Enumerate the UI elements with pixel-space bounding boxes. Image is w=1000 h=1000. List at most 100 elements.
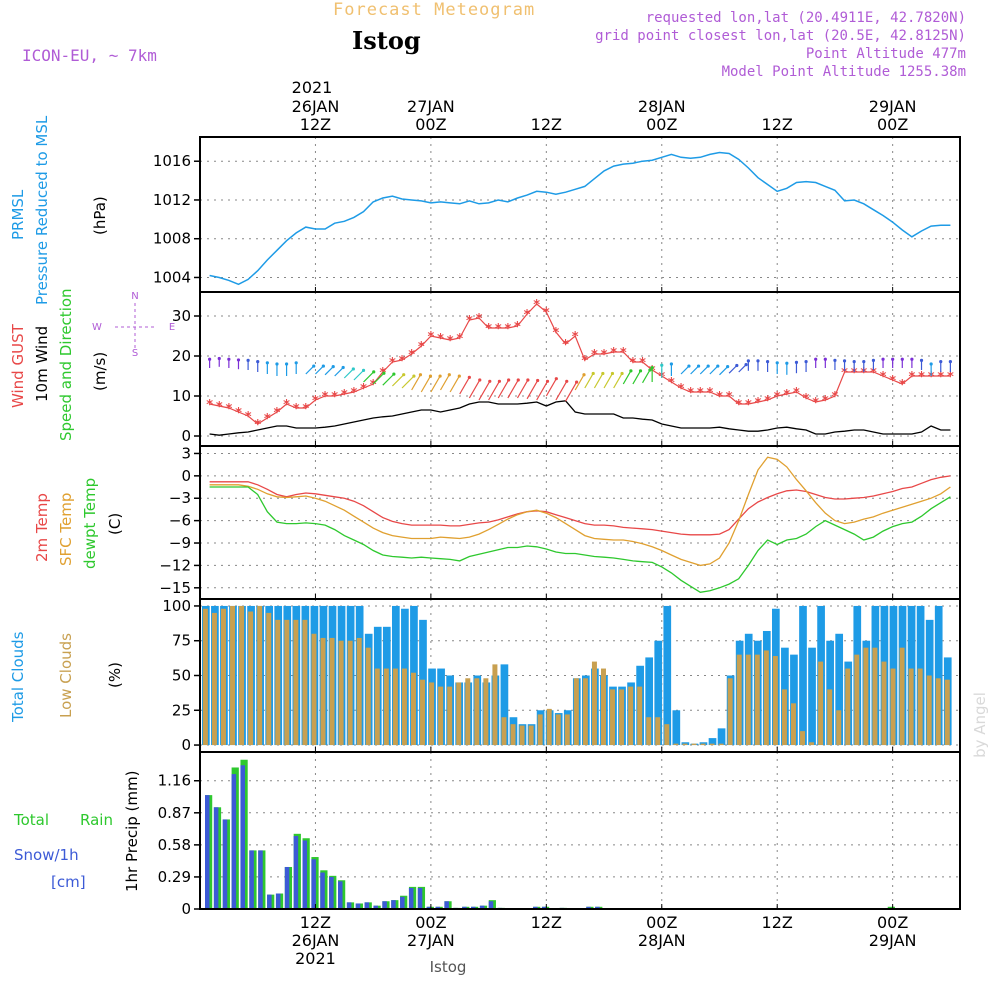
precip-snow-bar xyxy=(222,819,228,909)
pressure-ytick-label: 1016 xyxy=(153,152,191,170)
temp-ytick-label: 3 xyxy=(181,444,191,462)
wind-ytick-label: 20 xyxy=(172,347,191,365)
low-cloud-bar xyxy=(745,654,751,746)
precip-snow-bar xyxy=(426,906,432,909)
pressure-ytick-label: 1004 xyxy=(153,268,191,286)
wind-arrow xyxy=(526,380,539,400)
wind-arrow-head xyxy=(217,356,221,361)
low-cloud-bar xyxy=(872,647,878,746)
precip-panel-frame xyxy=(199,751,961,910)
precip-ytick-label: 0.87 xyxy=(158,804,191,822)
wind-arrow-head xyxy=(687,364,691,368)
wind-arrow-head xyxy=(706,364,710,368)
wind-ytick-label: 10 xyxy=(172,387,191,405)
gust-marker: * xyxy=(889,374,896,389)
point-altitude: Point Altitude 477m xyxy=(805,46,966,62)
low-cloud-bar xyxy=(438,686,444,746)
low-cloud-bar xyxy=(791,703,796,746)
precip-snow-bar xyxy=(462,906,467,909)
wind-arrow-head xyxy=(227,357,231,361)
requested-coordinates: requested lon,lat (20.4911E, 42.7820N) xyxy=(645,10,966,26)
low-cloud-bar xyxy=(239,605,245,746)
precip-snow-bar xyxy=(320,872,325,909)
low-cloud-bar xyxy=(582,678,588,746)
wind-arrow-head xyxy=(507,378,511,382)
low-cloud-bar xyxy=(392,668,398,746)
dewpt-series xyxy=(209,486,951,593)
precip-ytick-label: 1.16 xyxy=(158,772,191,790)
wind-arrow-head xyxy=(601,371,605,376)
wind-gust-label: Wind GUST xyxy=(9,323,27,408)
low-cloud-bar xyxy=(374,668,380,746)
precip-snow-bar xyxy=(364,902,370,909)
low-cloud-bar xyxy=(800,731,806,746)
compass-w: W xyxy=(92,322,102,333)
low-cloud-bar xyxy=(664,724,670,746)
wind-arrow xyxy=(334,367,344,377)
gust-marker: * xyxy=(206,398,213,413)
precip-snow-bar xyxy=(373,905,378,909)
gust-marker: * xyxy=(562,338,569,353)
total-cloud-bar xyxy=(672,710,681,746)
low-cloud-bar xyxy=(700,743,706,746)
top-time-label: 29JAN xyxy=(869,97,917,116)
pressure-series xyxy=(209,151,951,286)
gust-marker: * xyxy=(870,366,877,381)
low-cloud-bar xyxy=(646,717,652,746)
low-cloud-bar xyxy=(284,619,290,746)
low-cloud-bar xyxy=(827,689,833,746)
meteogram-title: Forecast Meteogram xyxy=(333,0,536,20)
precip-snow-bar xyxy=(355,903,361,909)
wind-arrow-head xyxy=(565,379,569,383)
gust-marker: * xyxy=(851,366,858,381)
precip-snow-bar xyxy=(586,906,591,909)
gridpoint-coordinates: grid point closest lon,lat (20.5E, 42.81… xyxy=(595,28,966,44)
gust-marker: * xyxy=(726,390,733,405)
low-cloud-bar xyxy=(248,611,254,746)
wind-arrow-head xyxy=(842,359,847,363)
wind-arrow-head xyxy=(638,369,643,373)
wind-arrow xyxy=(411,374,421,391)
wind-arrow-head xyxy=(265,361,269,365)
gust-marker: * xyxy=(427,330,434,345)
low-cloud-bar xyxy=(211,612,217,746)
wind-arrow xyxy=(468,379,481,399)
gust-marker: * xyxy=(312,394,319,409)
low-cloud-bar xyxy=(863,647,869,746)
wind-arrow-head xyxy=(785,361,789,365)
wind-arrow xyxy=(315,365,324,375)
low-cloud-bar xyxy=(546,708,552,746)
low-cloud-bar xyxy=(564,714,570,746)
wind10m-series xyxy=(209,400,951,436)
wind-arrow-head xyxy=(554,377,558,381)
wind-arrow-head xyxy=(351,367,355,371)
wind-arrow-head xyxy=(919,358,924,362)
wind-arrow-head xyxy=(794,360,799,364)
total-cloud-bar xyxy=(835,633,844,746)
gust-marker: * xyxy=(668,376,675,391)
low-cloud-bar xyxy=(718,743,724,746)
gust-marker: * xyxy=(716,390,723,405)
precip-snow-bar xyxy=(231,774,237,909)
wind-arrow-head xyxy=(948,360,952,364)
low-cloud-bar xyxy=(935,678,941,746)
low-cloud-bar xyxy=(275,619,281,746)
precip-snow-bar xyxy=(258,850,263,909)
bottom-time-label: 00Z xyxy=(877,913,908,932)
low-cloud-bar xyxy=(347,640,353,746)
wind-arrow-head xyxy=(756,359,760,363)
wind-arrow-head xyxy=(620,371,624,376)
precip-ytick-label: 0 xyxy=(181,900,191,918)
gust-marker: * xyxy=(514,320,521,335)
low-cloud-bar xyxy=(474,678,480,746)
wind-arrow-head xyxy=(669,362,673,366)
gust-marker: * xyxy=(466,314,473,329)
wind-arrow xyxy=(449,375,460,393)
low-cloud-bar xyxy=(202,608,208,746)
axis-layer: 10041008101210160102030−15−12−9−6−303025… xyxy=(153,152,894,918)
gust-marker: * xyxy=(697,386,704,401)
gust-marker: * xyxy=(639,356,646,371)
gust-marker: * xyxy=(860,366,867,381)
gust-marker: * xyxy=(543,306,550,321)
